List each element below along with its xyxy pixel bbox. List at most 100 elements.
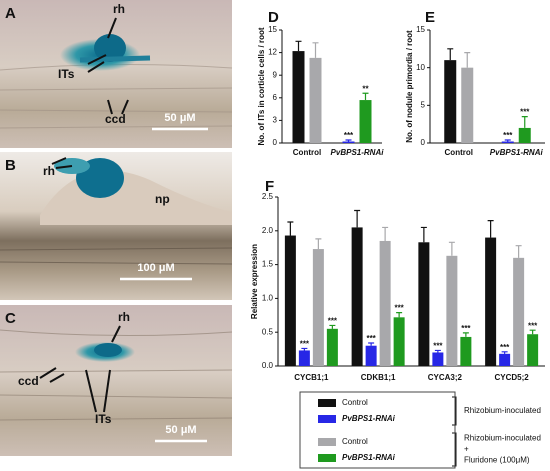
panel-label: D <box>268 9 279 26</box>
bar <box>393 317 405 366</box>
legend-group-label: + <box>464 445 469 454</box>
error-bar <box>295 40 302 52</box>
bar <box>513 257 525 366</box>
image-annotation: ccd <box>105 112 126 126</box>
annotation-arrows <box>39 325 121 413</box>
scale-label: 50 μM <box>165 424 196 436</box>
x-tick-label: CYCB1;1 <box>294 373 329 382</box>
y-tick-label: 1.5 <box>262 260 274 269</box>
legend-swatch <box>318 454 336 462</box>
y-tick-label: 5 <box>421 100 426 109</box>
error-bar <box>396 311 403 318</box>
image-annotation: rh <box>43 164 55 178</box>
significance: *** <box>520 108 530 117</box>
significance: *** <box>328 317 338 326</box>
image-annotation: rh <box>118 310 130 324</box>
significance: *** <box>503 131 513 140</box>
legend-swatch <box>318 415 336 423</box>
scale-label: 100 μM <box>137 262 174 274</box>
image-annotation: ITs <box>58 67 75 81</box>
bar <box>359 100 372 143</box>
x-tick-label: CYCD5;2 <box>495 373 530 382</box>
significance: *** <box>366 334 376 343</box>
error-bar <box>487 220 494 238</box>
significance: *** <box>300 340 310 349</box>
legend-label: Control <box>342 437 368 446</box>
error-bar <box>362 92 369 101</box>
legend-group-label: Fluridone (100μM) <box>464 456 530 465</box>
significance: *** <box>461 324 471 333</box>
significance: *** <box>500 343 510 352</box>
panel-a-image <box>0 0 233 148</box>
bar <box>351 227 363 366</box>
legend-bracket <box>452 396 457 426</box>
bar <box>418 242 430 366</box>
error-bar <box>521 116 528 128</box>
image-annotation: ccd <box>18 374 39 388</box>
significance: ** <box>362 84 369 93</box>
scale-label: 50 μM <box>164 112 195 124</box>
x-tick-label: PvBPS1-RNAi <box>490 148 544 157</box>
legend-group-label: Rhizobium-inoculated <box>464 406 541 415</box>
bar <box>446 255 458 366</box>
y-tick-label: 0 <box>273 138 278 147</box>
error-bar <box>382 226 389 241</box>
bar <box>292 51 305 143</box>
error-bar <box>368 342 375 346</box>
significance: *** <box>344 131 354 140</box>
error-bar <box>420 226 427 243</box>
bar <box>501 141 514 143</box>
error-bar <box>504 139 511 142</box>
legend-label: Control <box>342 398 368 407</box>
error-bar <box>312 42 319 58</box>
significance: *** <box>433 342 443 351</box>
y-tick-label: 2.5 <box>262 192 274 201</box>
error-bar <box>434 349 441 353</box>
y-axis-label: No. of nodule primordia / root <box>405 30 414 143</box>
bar <box>485 237 497 366</box>
x-tick-label: CDKB1;1 <box>361 373 396 382</box>
annotation-arrows <box>87 17 129 115</box>
y-tick-label: 3 <box>273 116 278 125</box>
y-tick-label: 12 <box>268 48 277 57</box>
bar <box>298 350 310 366</box>
bar <box>432 352 444 366</box>
bar <box>284 235 296 366</box>
bar <box>379 240 391 366</box>
bar <box>499 353 511 366</box>
legend-label: PvBPS1-RNAi <box>342 453 396 462</box>
panel-label: B <box>5 157 16 174</box>
bar <box>342 141 355 143</box>
bar <box>527 334 539 366</box>
y-tick-label: 10 <box>416 63 425 72</box>
image-annotation: rh <box>113 2 125 16</box>
panel-c-image <box>0 305 233 456</box>
error-bar <box>501 351 508 354</box>
panel-label: E <box>425 9 435 26</box>
x-tick-label: CYCA3;2 <box>428 373 463 382</box>
y-tick-label: 2.0 <box>262 226 274 235</box>
error-bar <box>448 241 455 256</box>
legend-bracket <box>452 432 457 467</box>
error-bar <box>515 245 522 258</box>
legend-frame <box>299 391 456 469</box>
panel-label: C <box>5 310 16 327</box>
bar <box>309 57 322 143</box>
y-axis-label: No. of ITs in corticle cells / root <box>257 27 266 145</box>
image-annotation: np <box>155 192 170 206</box>
y-tick-label: 0.0 <box>262 361 274 370</box>
bar <box>518 127 531 143</box>
bar <box>460 336 472 366</box>
error-bar <box>464 52 471 68</box>
panel-label: A <box>5 5 16 22</box>
bar <box>312 249 324 366</box>
y-tick-label: 0 <box>421 138 426 147</box>
legend-swatch <box>318 438 336 446</box>
panel-label: F <box>265 178 274 195</box>
bar <box>444 60 457 144</box>
image-annotation: ITs <box>95 412 112 426</box>
bar <box>365 345 377 366</box>
error-bar <box>329 324 336 329</box>
x-tick-label: Control <box>293 148 321 157</box>
error-bar <box>345 139 352 142</box>
